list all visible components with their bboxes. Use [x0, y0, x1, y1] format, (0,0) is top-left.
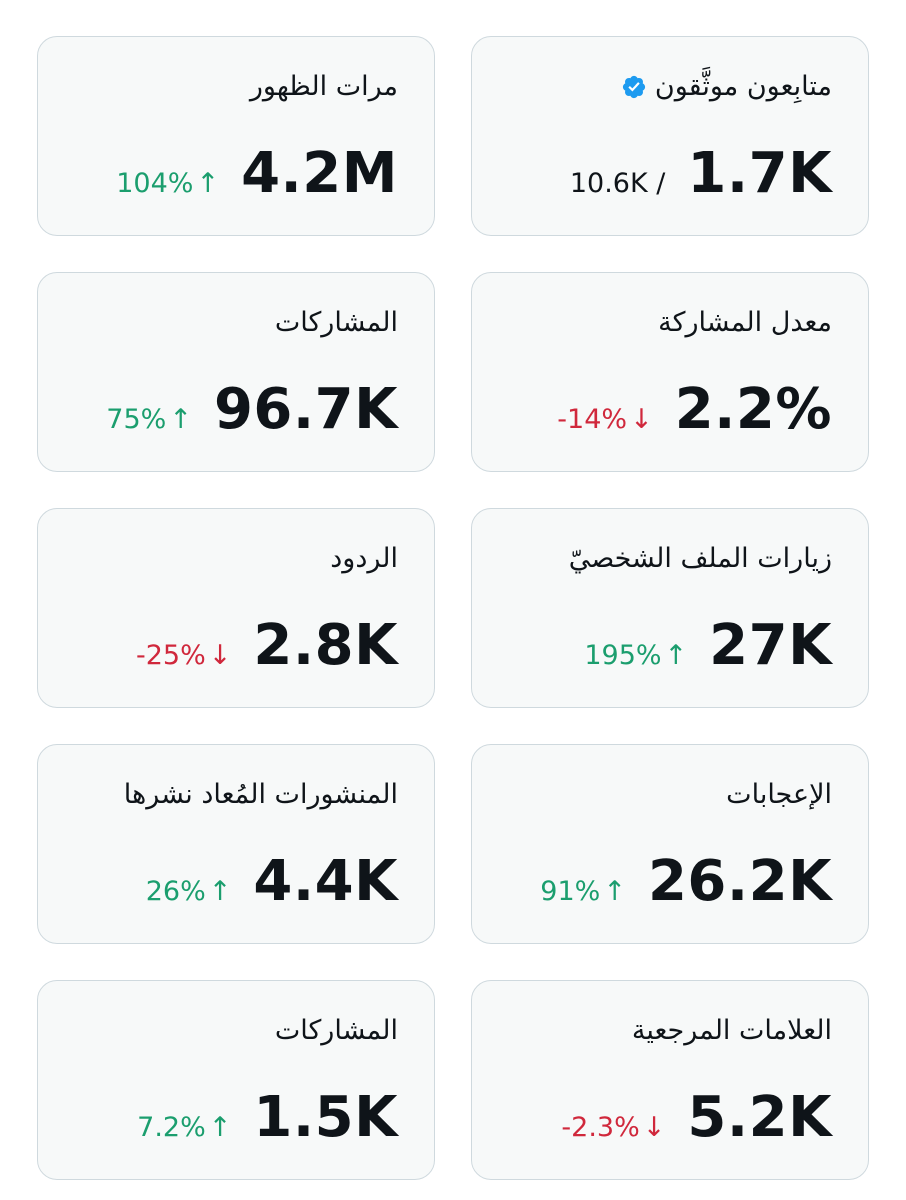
verified-badge-icon: [621, 74, 647, 100]
value-row: 96.7K 75% ↑: [106, 377, 398, 442]
total-separator: /: [656, 168, 666, 199]
card-title: العلامات المرجعية: [631, 1015, 832, 1046]
change-indicator: 195% ↑: [584, 640, 687, 671]
arrow-down-icon: ↓: [642, 1112, 666, 1143]
value-row: 27K 195% ↑: [584, 613, 832, 678]
card-title: الردود: [330, 543, 398, 574]
card-title: معدل المشاركة: [658, 307, 832, 338]
card-title: الإعجابات: [726, 779, 832, 810]
card-title-row: معدل المشاركة: [658, 307, 832, 338]
metric-total: 10.6K /: [570, 168, 666, 199]
value-row: 2.8K -25% ↓: [136, 613, 398, 678]
card-title-row: المنشورات المُعاد نشرها: [124, 779, 398, 810]
change-percent: 26%: [145, 876, 206, 907]
change-percent: 195%: [584, 640, 662, 671]
arrow-up-icon: ↑: [208, 1112, 232, 1143]
card-title: المشاركات: [274, 307, 398, 338]
change-indicator: 75% ↑: [106, 404, 192, 435]
card-profile-visits[interactable]: زيارات الملف الشخصيّ 27K 195% ↑: [471, 508, 869, 708]
metric-value: 27K: [709, 613, 832, 678]
analytics-cards-grid: متابِعون موثَّقون 1.7K 10.6K / مرات الظه…: [37, 36, 869, 1180]
change-indicator: -25% ↓: [136, 640, 231, 671]
card-reposts[interactable]: المنشورات المُعاد نشرها 4.4K 26% ↑: [37, 744, 435, 944]
card-impressions[interactable]: مرات الظهور 4.2M 104% ↑: [37, 36, 435, 236]
metric-value: 4.2M: [241, 141, 398, 206]
metric-value: 2.8K: [253, 613, 398, 678]
card-replies[interactable]: الردود 2.8K -25% ↓: [37, 508, 435, 708]
arrow-up-icon: ↑: [196, 168, 220, 199]
change-indicator: 7.2% ↑: [137, 1112, 231, 1143]
change-percent: 104%: [116, 168, 194, 199]
change-percent: -2.3%: [561, 1112, 640, 1143]
change-percent: -14%: [557, 404, 628, 435]
value-row: 5.2K -2.3% ↓: [561, 1085, 832, 1150]
card-title: مرات الظهور: [249, 71, 398, 102]
change-percent: -25%: [136, 640, 206, 671]
value-row: 1.7K 10.6K /: [570, 141, 832, 206]
arrow-up-icon: ↑: [603, 876, 626, 907]
card-title-row: زيارات الملف الشخصيّ: [569, 543, 832, 574]
card-title: المنشورات المُعاد نشرها: [123, 779, 398, 810]
card-title-row: مرات الظهور: [250, 71, 398, 102]
change-percent: 7.2%: [137, 1112, 206, 1143]
value-row: 26.2K 91% ↑: [540, 849, 832, 914]
total-value: 10.6K: [569, 168, 648, 199]
metric-value: 26.2K: [647, 849, 832, 914]
card-title-row: متابِعون موثَّقون: [621, 71, 832, 102]
card-engagements[interactable]: المشاركات 96.7K 75% ↑: [37, 272, 435, 472]
arrow-down-icon: ↓: [630, 404, 653, 435]
value-row: 4.4K 26% ↑: [146, 849, 398, 914]
card-title: المشاركات: [274, 1015, 398, 1046]
arrow-up-icon: ↑: [169, 404, 192, 435]
metric-value: 5.2K: [687, 1085, 832, 1150]
value-row: 1.5K 7.2% ↑: [137, 1085, 398, 1150]
metric-value: 96.7K: [213, 377, 398, 442]
change-percent: 91%: [540, 876, 601, 907]
card-title-row: المشاركات: [275, 307, 398, 338]
value-row: 2.2% -14% ↓: [557, 377, 832, 442]
metric-value: 1.7K: [687, 141, 832, 206]
card-bookmarks[interactable]: العلامات المرجعية 5.2K -2.3% ↓: [471, 980, 869, 1180]
metric-value: 2.2%: [674, 377, 832, 442]
card-shares[interactable]: المشاركات 1.5K 7.2% ↑: [37, 980, 435, 1180]
card-verified-followers[interactable]: متابِعون موثَّقون 1.7K 10.6K /: [471, 36, 869, 236]
card-engagement-rate[interactable]: معدل المشاركة 2.2% -14% ↓: [471, 272, 869, 472]
value-row: 4.2M 104% ↑: [116, 141, 398, 206]
change-indicator: 26% ↑: [146, 876, 232, 907]
card-title-row: المشاركات: [275, 1015, 398, 1046]
arrow-down-icon: ↓: [208, 640, 232, 671]
metric-value: 1.5K: [253, 1085, 398, 1150]
arrow-up-icon: ↑: [208, 876, 232, 907]
change-indicator: 91% ↑: [540, 876, 626, 907]
card-title-row: الردود: [330, 543, 398, 574]
card-title-row: الإعجابات: [726, 779, 832, 810]
change-percent: 75%: [106, 404, 167, 435]
metric-value: 4.4K: [253, 849, 398, 914]
change-indicator: -14% ↓: [557, 404, 652, 435]
change-indicator: -2.3% ↓: [561, 1112, 665, 1143]
change-indicator: 104% ↑: [116, 168, 219, 199]
arrow-up-icon: ↑: [664, 640, 688, 671]
card-title: زيارات الملف الشخصيّ: [568, 543, 832, 574]
card-likes[interactable]: الإعجابات 26.2K 91% ↑: [471, 744, 869, 944]
card-title-row: العلامات المرجعية: [632, 1015, 832, 1046]
card-title: متابِعون موثَّقون: [654, 71, 832, 102]
